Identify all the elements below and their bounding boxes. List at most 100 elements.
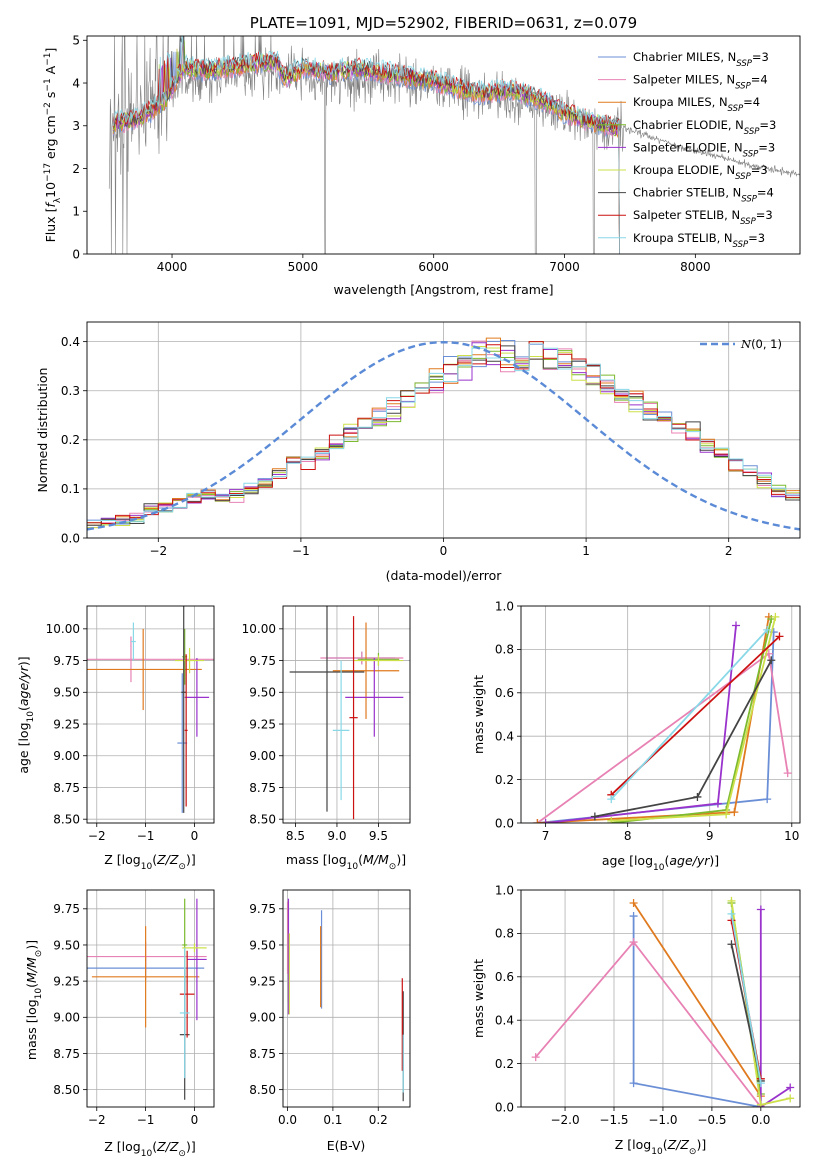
x-tick-label: 7 — [542, 829, 550, 843]
axes-age-vs-Z: −2 −1 0 8.50 8.75 9.00 9.25 9.50 9.75 10.00 Z [log… — [16, 605, 215, 872]
x-tick-label: −1.5 — [599, 1113, 628, 1127]
legend-label: Chabrier MILES, NSSP=3 — [633, 50, 769, 69]
weight-series-salpeter-elodie — [541, 621, 740, 823]
observed-spectrum — [108, 36, 800, 254]
y-tick-label: 1.0 — [495, 599, 514, 613]
y-tick-label: 5 — [72, 34, 80, 48]
weight-marker — [541, 819, 550, 823]
y-tick-label: 9.00 — [53, 749, 80, 763]
y-tick-label: 0.8 — [495, 927, 514, 941]
weight-marker — [727, 909, 736, 918]
axes-frame — [520, 889, 801, 1108]
y-tick-label: 3 — [72, 119, 80, 133]
x-tick-label: −2 — [88, 829, 106, 843]
y-tick-label: 8.50 — [53, 812, 80, 826]
model-spectrum-kroupa-stelib — [112, 36, 620, 254]
y-tick-label: 10.00 — [242, 622, 276, 636]
y-tick-label: 2 — [72, 162, 80, 176]
y-tick-label: 9.00 — [53, 1011, 80, 1025]
axes-frame — [282, 889, 411, 1108]
errorbar-kroupa-elodie — [353, 655, 404, 666]
weight-marker — [590, 812, 599, 821]
x-tick-label: 1 — [582, 544, 590, 558]
weight-marker — [756, 1100, 765, 1107]
x-tick-label: −2 — [149, 544, 167, 558]
y-tick-label: 0.0 — [495, 816, 514, 830]
y-tick-label: 0.3 — [61, 384, 80, 398]
weight-series-salpeter-elodie — [756, 905, 795, 1107]
weight-marker — [531, 1053, 540, 1062]
legend-label: Chabrier STELIB, NSSP=4 — [633, 186, 774, 205]
plot-area-massweight-vs-age — [521, 606, 800, 823]
y-tick-label: 1.0 — [495, 883, 514, 897]
x-tick-label: 9.5 — [369, 829, 388, 843]
y-tick-label: 9.75 — [53, 654, 80, 668]
weight-marker — [756, 905, 765, 914]
axes-mass-vs-EBV: 0.0 0.1 0.2 8.50 8.75 9.00 9.25 9.50 9.75 E(B-V) — [249, 889, 411, 1153]
weight-marker — [713, 799, 722, 808]
weight-marker — [629, 899, 638, 908]
normal-curve — [87, 340, 800, 531]
errorbar-chabrier-stelib — [289, 606, 365, 812]
weight-marker — [783, 769, 792, 778]
errorbar-chabrier-miles — [177, 673, 188, 813]
axes-frame — [86, 35, 801, 255]
axes-spectrum: 4000 5000 6000 7000 8000 0 1 2 3 4 5 PLATE=1091, MJ… — [43, 14, 801, 297]
y-tick-label: 0.2 — [61, 433, 80, 447]
legend-label: Salpeter ELODIE, NSSP=3 — [633, 140, 775, 159]
y-tick-label: 9.00 — [249, 1011, 276, 1025]
y-tick-label: 0.6 — [495, 686, 514, 700]
weight-marker — [767, 656, 776, 665]
y-tick-label: 0 — [72, 247, 80, 261]
weight-marker — [693, 792, 702, 801]
errorbar-kroupa-stelib — [130, 622, 136, 661]
y-tick-label: 0.2 — [495, 1057, 514, 1071]
x-tick-label: 9 — [706, 829, 714, 843]
weight-marker — [730, 808, 739, 817]
y-tick-label: 9.00 — [249, 749, 276, 763]
plot-area-residuals — [87, 322, 800, 538]
x-tick-label: −1 — [137, 829, 155, 843]
errorbar-kroupa-elodie — [182, 943, 207, 953]
legend-label: Kroupa ELODIE, NSSP=3 — [633, 163, 768, 182]
weight-marker — [763, 795, 772, 804]
axes-frame — [282, 605, 411, 824]
errorbar-salpeter-stelib — [349, 616, 358, 820]
y-tick-label: 9.25 — [53, 717, 80, 731]
x-tick-label: 0 — [191, 829, 199, 843]
y-tick-label: 0.4 — [61, 335, 80, 349]
y-tick-label: 8.75 — [249, 1047, 276, 1061]
weight-marker — [731, 621, 740, 630]
legend-label: Salpeter STELIB, NSSP=3 — [633, 208, 773, 227]
legend-label: Chabrier ELODIE, NSSP=3 — [633, 118, 776, 137]
y-tick-label: 0.8 — [495, 643, 514, 657]
plot-area-age-vs-Z — [87, 606, 214, 823]
x-axis-label: Z [log10(Z/Z⊙)] — [104, 852, 195, 872]
x-tick-label: 8.5 — [286, 829, 305, 843]
y-axis-label: Flux [fλ10−17 erg cm−2 s−1 A−1] — [43, 48, 63, 243]
errorbar-salpeter-elodie — [184, 658, 210, 737]
errorbar-salpeter-miles — [320, 651, 404, 665]
x-axis-label: Z [log10(Z/Z⊙)] — [104, 1139, 195, 1159]
x-axis-label: age [log10(age/yr)] — [602, 853, 719, 873]
x-tick-label: −1 — [137, 1113, 155, 1127]
plot-area-spectrum — [108, 36, 800, 254]
x-axis-label: Z [log10(Z/Z⊙)] — [615, 1137, 706, 1157]
y-tick-label: 0.4 — [495, 730, 514, 744]
y-tick-label: 9.25 — [249, 974, 276, 988]
x-tick-label: −2 — [88, 1113, 106, 1127]
weight-series-kroupa-miles — [629, 899, 765, 1101]
x-axis-label: wavelength [Angstrom, rest frame] — [333, 282, 553, 297]
legend-label: Kroupa MILES, NSSP=4 — [633, 95, 760, 114]
plot-area-mass-vs-Z — [87, 890, 214, 1107]
x-tick-label: 0.0 — [278, 1113, 297, 1127]
y-axis-label: mass weight — [471, 675, 486, 754]
weight-marker — [607, 816, 616, 823]
axes-age-vs-mass: 8.5 9.0 9.5 8.50 8.75 9.00 9.25 9.50 9.75 10.00 ma… — [242, 605, 411, 872]
x-tick-label: −1 — [292, 544, 310, 558]
y-tick-label: 4 — [72, 76, 80, 90]
y-tick-label: 8.50 — [53, 1083, 80, 1097]
errorbar-kroupa-elodie — [174, 647, 205, 674]
x-tick-label: 0.2 — [369, 1113, 388, 1127]
